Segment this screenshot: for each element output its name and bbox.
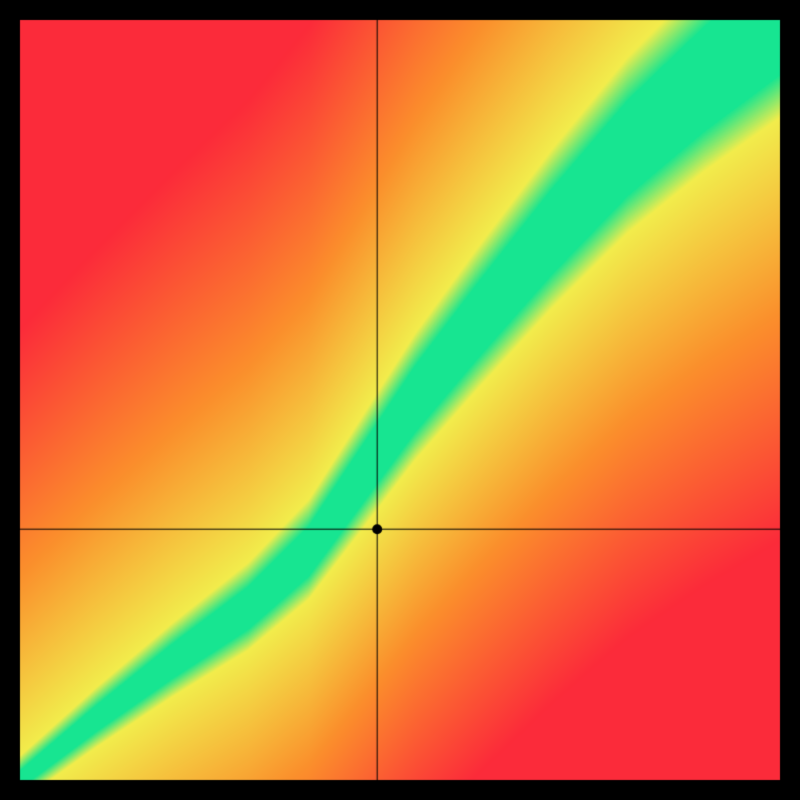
chart-container	[0, 0, 800, 800]
heatmap-canvas	[0, 0, 800, 800]
